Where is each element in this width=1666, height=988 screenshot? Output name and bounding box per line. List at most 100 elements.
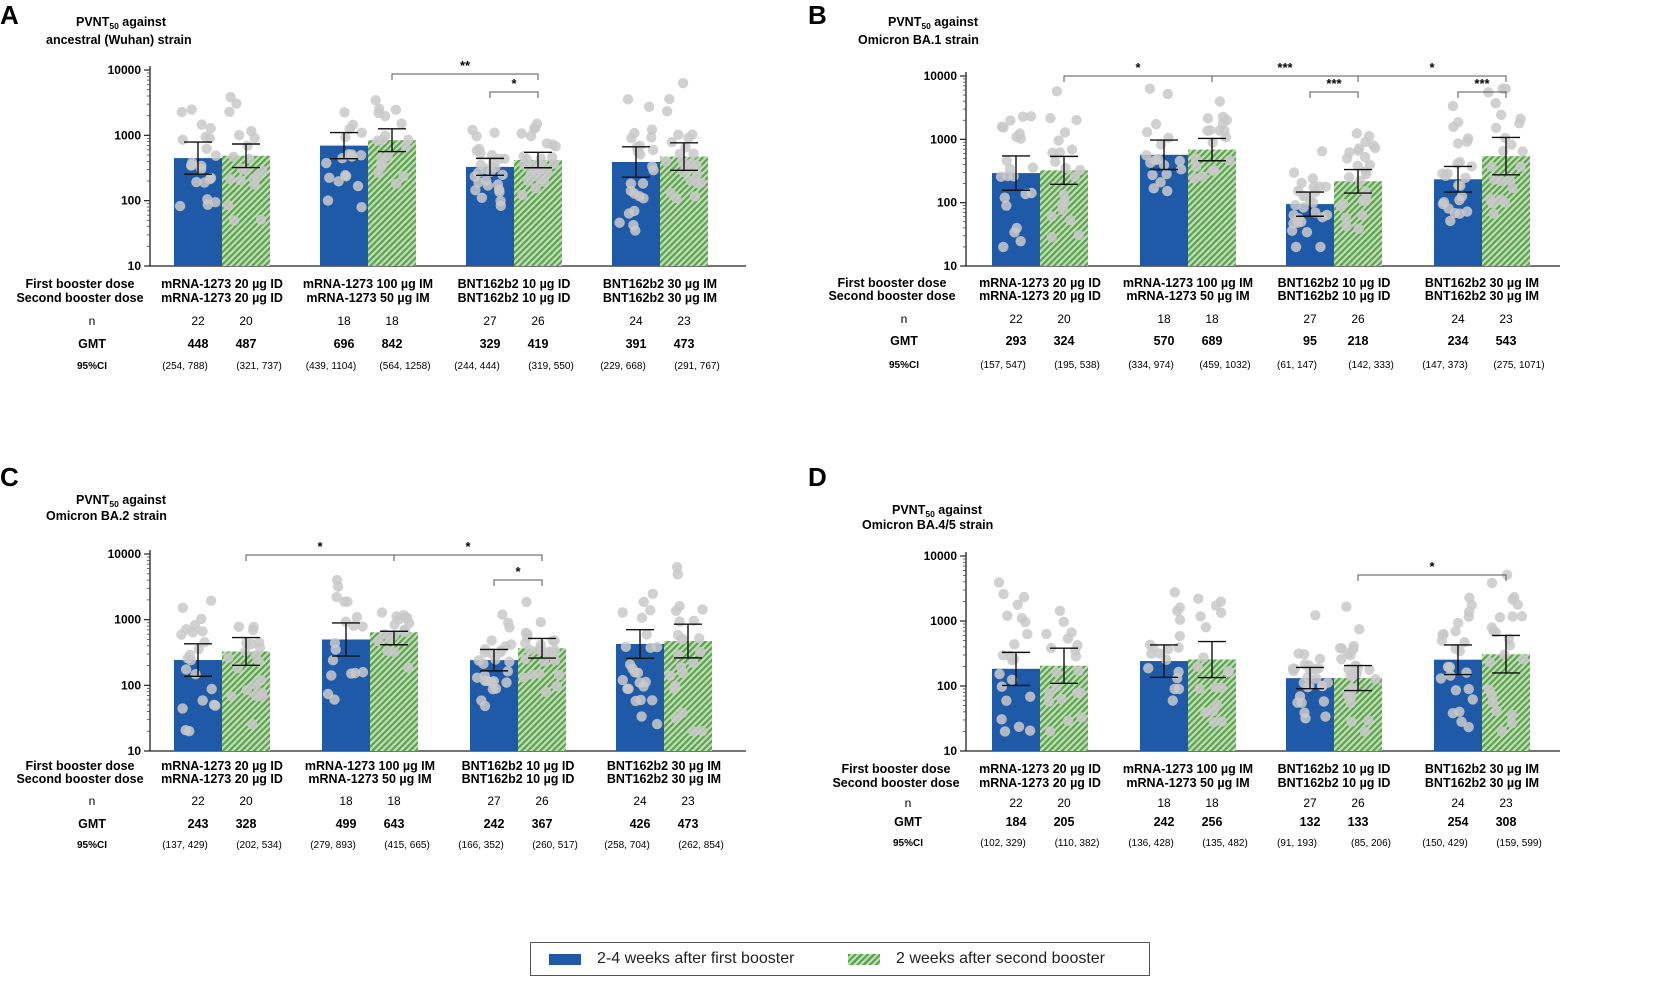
- data-point: [1197, 171, 1209, 182]
- data-point: [356, 201, 367, 213]
- data-point: [636, 612, 648, 624]
- chart-title-line2: Omicron BA.1 strain: [858, 33, 979, 47]
- ci-value: (85, 206): [1351, 838, 1391, 849]
- data-point: [634, 190, 645, 202]
- data-point: [617, 674, 628, 686]
- data-point: [490, 162, 501, 173]
- gmt-value: 205: [1054, 815, 1075, 829]
- n-value: 26: [1351, 312, 1365, 326]
- n-value: 20: [1057, 312, 1071, 326]
- data-point: [1359, 726, 1371, 737]
- data-point: [638, 596, 649, 608]
- group-label-first-booster: BNT162b2 10 µg ID: [1278, 276, 1391, 290]
- data-point: [471, 130, 482, 142]
- data-point: [1298, 202, 1309, 213]
- data-point: [1060, 162, 1071, 174]
- data-point: [233, 621, 245, 632]
- panel-d: D PVNT50 against Omicron BA.4/5 strain 10 10…: [808, 462, 1638, 932]
- group-label-second-booster: mRNA-1273 50 µg IM: [306, 291, 429, 305]
- data-point: [370, 95, 381, 106]
- data-point: [1005, 115, 1016, 126]
- significance-label: *: [1429, 559, 1435, 574]
- data-point: [475, 159, 487, 170]
- data-point: [1208, 165, 1220, 176]
- y-tick-label: 1000: [930, 614, 957, 628]
- data-point: [1051, 681, 1062, 693]
- data-point: [1192, 661, 1203, 672]
- ci-value: (135, 482): [1202, 838, 1248, 849]
- data-point: [373, 103, 385, 114]
- data-point: [196, 613, 207, 625]
- data-point: [541, 138, 553, 149]
- data-point: [326, 670, 337, 681]
- data-point: [672, 629, 684, 641]
- data-point: [174, 200, 186, 212]
- data-point: [1025, 691, 1036, 702]
- ci-value: (147, 373): [1422, 360, 1468, 371]
- data-point: [1143, 663, 1154, 674]
- data-point: [517, 189, 528, 201]
- y-tick-label: 100: [937, 196, 957, 210]
- data-point: [340, 131, 351, 143]
- data-point: [1460, 172, 1471, 184]
- legend-swatch-second: [848, 953, 880, 965]
- data-point: [205, 172, 217, 184]
- ci-value: (61, 147): [1277, 360, 1317, 371]
- group-label-second-booster: mRNA-1273 50 µg IM: [308, 772, 431, 786]
- group-label-second-booster: mRNA-1273 20 µg ID: [979, 289, 1101, 303]
- data-point: [1210, 682, 1221, 693]
- ci-value: (459, 1032): [1199, 360, 1250, 371]
- data-point: [1450, 685, 1462, 696]
- data-point: [1506, 139, 1517, 150]
- gmt-value: 473: [674, 337, 695, 351]
- data-point: [344, 123, 355, 135]
- data-point: [1214, 125, 1225, 136]
- data-point: [1491, 705, 1502, 717]
- data-point: [253, 656, 265, 667]
- data-point: [1154, 648, 1165, 659]
- data-point: [697, 604, 708, 615]
- data-point: [193, 643, 204, 655]
- group-label-second-booster: mRNA-1273 50 µg IM: [1126, 289, 1249, 303]
- data-point: [505, 639, 517, 650]
- data-point: [1018, 591, 1030, 603]
- gmt-value: 448: [188, 337, 209, 351]
- data-point: [646, 132, 657, 143]
- gmt-value: 328: [236, 817, 257, 831]
- y-tick-label: 100: [121, 678, 141, 692]
- gmt-value: 842: [382, 337, 403, 351]
- group-label-second-booster: BNT162b2 30 µg IM: [607, 772, 721, 786]
- ci-value: (334, 974): [1128, 360, 1174, 371]
- data-point: [1364, 159, 1376, 171]
- data-point: [191, 176, 202, 188]
- data-point: [1499, 649, 1510, 660]
- data-point: [623, 683, 634, 695]
- data-point: [688, 657, 699, 669]
- data-point: [501, 677, 512, 688]
- data-point: [1045, 113, 1056, 124]
- data-point: [470, 184, 481, 196]
- data-point: [1020, 188, 1031, 200]
- data-point: [516, 128, 527, 139]
- gmt-value: 133: [1348, 815, 1369, 829]
- data-point: [692, 178, 703, 189]
- data-point: [646, 695, 658, 706]
- data-point: [1009, 639, 1020, 650]
- data-point: [1454, 208, 1465, 219]
- n-value: 22: [191, 794, 205, 808]
- data-point: [1167, 695, 1178, 706]
- data-point: [526, 669, 538, 680]
- data-point: [504, 622, 515, 633]
- group-label-first-booster: mRNA-1273 20 µg ID: [979, 762, 1101, 776]
- data-point: [523, 175, 534, 186]
- data-point: [1354, 175, 1366, 187]
- legend: 2-4 weeks after first booster 2 weeks af…: [530, 942, 1150, 976]
- data-point: [1322, 677, 1334, 688]
- gmt-value: 324: [1054, 334, 1075, 348]
- data-point: [1200, 707, 1211, 718]
- data-point: [376, 153, 387, 165]
- title-pvnt: PVNT: [888, 15, 922, 29]
- group-label-first-booster: mRNA-1273 100 µg IM: [305, 759, 435, 773]
- gmt-value: 367: [532, 817, 553, 831]
- data-point: [1147, 169, 1158, 181]
